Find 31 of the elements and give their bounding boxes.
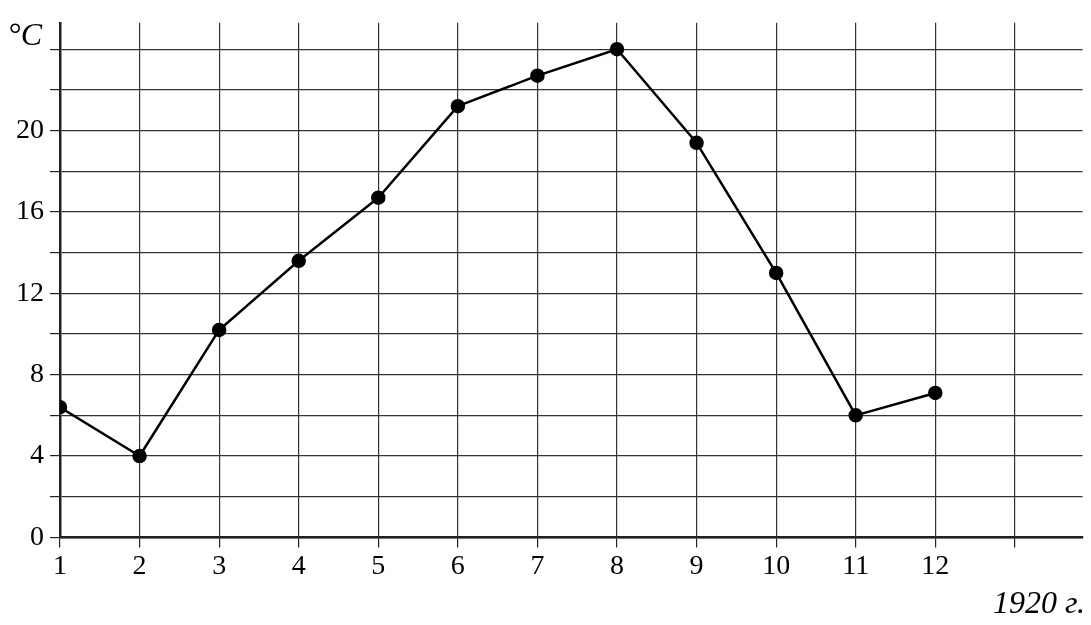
- x-tick-label: 6: [450, 548, 465, 580]
- point: [450, 98, 466, 114]
- point: [291, 253, 306, 269]
- x-tick-label: 2: [132, 548, 147, 580]
- y-tick-label: 4: [30, 438, 44, 470]
- x-tick-label: 5: [371, 548, 386, 580]
- y-tick-label: 16: [16, 194, 44, 226]
- point: [530, 68, 545, 83]
- x-tick-label: 11: [842, 548, 870, 580]
- point: [928, 385, 943, 401]
- x-tick-label: 7: [530, 548, 545, 580]
- x-tick-label: 3: [212, 548, 227, 580]
- point: [768, 265, 784, 281]
- x-tick-label: 8: [610, 548, 624, 580]
- point: [132, 448, 147, 464]
- point: [848, 408, 863, 423]
- x-tick-label: 1: [53, 548, 67, 580]
- x-tick-label: 10: [762, 548, 791, 580]
- y-tick-label: 12: [16, 275, 44, 307]
- x-tick-label: 9: [689, 548, 704, 580]
- point: [371, 190, 386, 205]
- point: [609, 41, 625, 57]
- x-axis-title: 1920 г.: [992, 584, 1085, 621]
- y-tick-label: 20: [16, 112, 44, 144]
- point: [211, 322, 227, 338]
- point: [689, 135, 704, 151]
- y-tick-label: 8: [30, 357, 44, 389]
- y-tick-label: 0: [30, 519, 44, 551]
- x-tick-label: 4: [291, 548, 306, 580]
- x-tick-label: 12: [921, 548, 950, 580]
- y-axis-title: °C: [7, 16, 43, 53]
